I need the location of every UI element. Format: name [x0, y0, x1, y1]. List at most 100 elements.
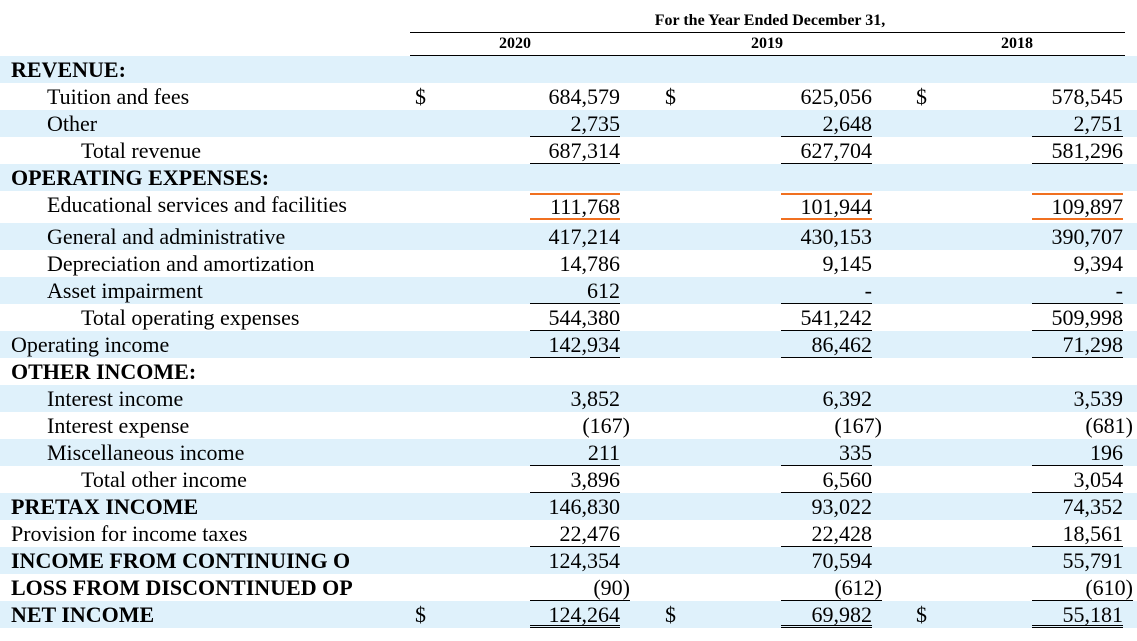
cell-2018: -: [1032, 277, 1123, 304]
row-label-depreciation-and-amortization: Depreciation and amortization: [47, 251, 315, 276]
table-row: OTHER INCOME:: [0, 358, 1137, 385]
cell-2018: 18,561: [1032, 520, 1123, 547]
currency-symbol: $: [665, 602, 676, 627]
table-row: NET INCOME $124,264 $69,982 $55,181: [0, 601, 1137, 628]
cell-2020: (167): [582, 413, 630, 438]
period-title: For the Year Ended December 31,: [654, 12, 886, 29]
cell-2018: 109,897: [1032, 193, 1123, 220]
cell-2018: 196: [1032, 439, 1123, 466]
row-label-income-from-continuing-o: INCOME FROM CONTINUING O: [11, 548, 351, 573]
table-row: Total revenue 687,314 627,704 581,296: [0, 137, 1137, 164]
row-label-operating-expenses: OPERATING EXPENSES:: [11, 165, 270, 190]
cell-2020: 142,934: [530, 331, 620, 358]
cell-2018: 71,298: [1032, 331, 1123, 358]
table-row: OPERATING EXPENSES:: [0, 164, 1137, 191]
cell-2018: 3,054: [1032, 466, 1123, 493]
table-row: INCOME FROM CONTINUING O 124,354 70,594 55,…: [0, 547, 1137, 574]
table-row: Provision for income taxes 22,476 22,428 18…: [0, 520, 1137, 547]
year-header-2019: 2019: [751, 35, 783, 52]
currency-symbol: $: [665, 84, 676, 109]
cell-2019: (612): [781, 574, 882, 601]
cell-2019: 101,944: [781, 193, 872, 220]
cell-2019: 70,594: [811, 548, 873, 573]
row-label-interest-expense: Interest expense: [47, 413, 190, 438]
cell-2019: 93,022: [811, 494, 873, 519]
cell-2019: 627,704: [781, 137, 872, 164]
table-row: Tuition and fees $684,579 $625,056 $578,545: [0, 83, 1137, 110]
cell-2019: 69,982: [781, 601, 872, 628]
cell-2019: (167): [834, 413, 882, 438]
row-label-net-income: NET INCOME: [11, 602, 155, 627]
cell-2020: 2,735: [530, 110, 620, 137]
cell-2018: 3,539: [1073, 386, 1124, 411]
cell-2019: 22,428: [781, 520, 872, 547]
cell-2020: 544,380: [530, 304, 620, 331]
cell-2020: 124,264: [530, 601, 620, 628]
row-label-asset-impairment: Asset impairment: [47, 278, 203, 303]
row-label-other: Other: [47, 111, 98, 136]
year-header-2018: 2018: [1001, 35, 1033, 52]
table-row: Miscellaneous income 211 335 196: [0, 439, 1137, 466]
row-label-other-income: OTHER INCOME:: [11, 359, 197, 384]
table-row: Operating income 142,934 86,462 71,298: [0, 331, 1137, 358]
row-label-operating-income: Operating income: [11, 332, 170, 357]
year-header-2020: 2020: [499, 35, 531, 52]
cell-2020: 612: [530, 277, 620, 304]
cell-2019: 9,145: [822, 251, 873, 276]
cell-2020: 687,314: [530, 137, 620, 164]
cell-2018: (681): [1085, 413, 1133, 438]
table-row: Interest expense (167) (167) (681): [0, 412, 1137, 439]
cell-2018: 9,394: [1073, 251, 1124, 276]
cell-2020: 111,768: [530, 193, 620, 220]
cell-2018: 578,545: [1051, 84, 1124, 109]
cell-2018: 74,352: [1062, 494, 1124, 519]
cell-2018: (610): [1032, 574, 1133, 601]
table-row: Depreciation and amortization 14,786 9,145…: [0, 250, 1137, 277]
row-label-total-revenue: Total revenue: [81, 138, 202, 163]
table-row: Other 2,735 2,648 2,751: [0, 110, 1137, 137]
cell-2019: -: [781, 277, 872, 304]
row-label-loss-from-discontinued-op: LOSS FROM DISCONTINUED OP: [11, 575, 353, 600]
cell-2018: 2,751: [1032, 110, 1123, 137]
cell-2020: 3,852: [570, 386, 621, 411]
cell-2019: 6,560: [781, 466, 872, 493]
table-row: Educational services and facilities 111,7…: [0, 191, 1137, 223]
cell-2018: 55,791: [1062, 548, 1124, 573]
row-label-tuition-and-fees: Tuition and fees: [47, 84, 190, 109]
currency-symbol: $: [415, 84, 426, 109]
table-row: Interest income 3,852 6,392 3,539: [0, 385, 1137, 412]
period-title-rule: [410, 32, 1125, 33]
cell-2018: 581,296: [1032, 137, 1123, 164]
cell-2020: 417,214: [548, 224, 621, 249]
currency-symbol: $: [415, 602, 426, 627]
cell-2020: 3,896: [530, 466, 620, 493]
row-label-revenue: REVENUE:: [11, 57, 126, 82]
cell-2020: 211: [530, 439, 620, 466]
table-row: Total other income 3,896 6,560 3,054: [0, 466, 1137, 493]
cell-2020: 146,830: [548, 494, 621, 519]
row-label-educational-services-and-facilities: Educational services and facilities: [47, 192, 347, 217]
cell-2018: 509,998: [1032, 304, 1123, 331]
cell-2020: 684,579: [548, 84, 621, 109]
row-label-general-and-administrative: General and administrative: [47, 224, 286, 249]
cell-2020: (90): [530, 574, 630, 601]
cell-2019: 430,153: [800, 224, 873, 249]
row-label-pretax-income: PRETAX INCOME: [11, 494, 199, 519]
cell-2018: 55,181: [1032, 601, 1123, 628]
table-row: LOSS FROM DISCONTINUED OP (90) (612) (610): [0, 574, 1137, 601]
row-label-provision-for-income-taxes: Provision for income taxes: [11, 521, 248, 546]
cell-2018: 390,707: [1051, 224, 1124, 249]
row-label-miscellaneous-income: Miscellaneous income: [47, 440, 245, 465]
cell-2019: 541,242: [781, 304, 872, 331]
table-row: Total operating expenses 544,380 541,242 50…: [0, 304, 1137, 331]
cell-2019: 2,648: [781, 110, 872, 137]
cell-2019: 6,392: [822, 386, 873, 411]
table-row: General and administrative 417,214 430,153…: [0, 223, 1137, 250]
cell-2019: 86,462: [781, 331, 872, 358]
table-row: REVENUE:: [0, 56, 1137, 83]
currency-symbol: $: [916, 84, 927, 109]
income-statement-table: REVENUE: Tuition and fees $684,579 $625,056…: [0, 56, 1137, 628]
currency-symbol: $: [916, 602, 927, 627]
cell-2019: 335: [781, 439, 872, 466]
table-row: Asset impairment 612 - -: [0, 277, 1137, 304]
